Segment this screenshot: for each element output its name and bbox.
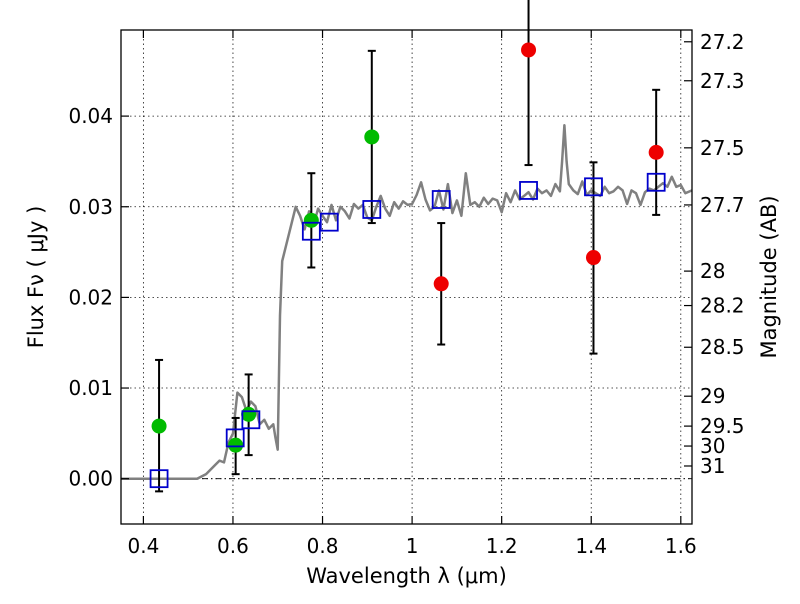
y2-axis-label: Magnitude (AB) (757, 195, 781, 358)
y-tick-label: 0.00 (68, 467, 113, 491)
model-spectrum (121, 123, 693, 480)
x-tick-label: 1.4 (575, 534, 607, 558)
x-tick-label: 1 (406, 534, 419, 558)
data-point-marker (585, 250, 601, 266)
model-point-marker (319, 212, 339, 232)
ticks (121, 30, 692, 524)
data-point-marker (228, 437, 244, 453)
data-point-marker (433, 276, 449, 292)
spectrum-line (121, 123, 693, 480)
y2-tick-label: 27.5 (700, 136, 745, 160)
y-axis-label: Flux Fν ( μJy ) (24, 206, 48, 349)
data-point-marker (303, 212, 319, 228)
y2-tick-label: 27.3 (700, 69, 745, 93)
model-point-marker (584, 177, 603, 197)
error-bars (155, 0, 661, 493)
y2-tick-label: 27.7 (700, 193, 745, 217)
x-tick-label: 0.8 (307, 534, 339, 558)
data-point-marker (521, 42, 537, 58)
y2-tick-label: 28.2 (700, 294, 745, 318)
x-tick-label: 0.4 (127, 534, 159, 558)
y2-tick-label: 29 (700, 384, 725, 408)
y-tick-label: 0.02 (68, 285, 113, 309)
model-point-marker (646, 172, 666, 192)
model-point-marker (241, 410, 261, 430)
model-point-marker (225, 428, 245, 448)
y2-tick-label: 27.2 (700, 30, 745, 54)
model-point-marker (431, 190, 451, 209)
y-tick-label: 0.04 (68, 104, 113, 128)
x-tick-label: 1.2 (486, 534, 518, 558)
model-point-marker (149, 469, 169, 489)
data-point-marker (364, 129, 380, 145)
model-point-marker (362, 200, 382, 219)
y-tick-label: 0.01 (68, 376, 113, 400)
tick-labels: 0.4 0.6 0.8 1 1.2 1.4 1.6 0.00 0.01 0.02 0.03 0.04 2… (68, 30, 744, 558)
y2-tick-label: 30 (700, 434, 725, 458)
x-tick-label: 0.6 (217, 534, 249, 558)
data-point-marker (241, 406, 257, 422)
y2-tick-label: 28.5 (700, 335, 745, 359)
data-point-marker (151, 418, 167, 434)
data-markers (149, 42, 666, 489)
x-tick-label: 1.6 (665, 534, 697, 558)
model-point-marker (301, 221, 321, 241)
y-tick-label: 0.03 (68, 195, 113, 219)
x-axis-label: Wavelength λ (μm) (306, 564, 507, 588)
model-point-marker (519, 181, 538, 200)
y2-tick-label: 29.5 (700, 414, 745, 438)
y2-tick-label: 31 (700, 454, 725, 478)
plot-frame (120, 29, 693, 525)
grid (121, 30, 692, 524)
data-point-marker (648, 144, 664, 160)
y2-tick-label: 28 (700, 259, 725, 283)
